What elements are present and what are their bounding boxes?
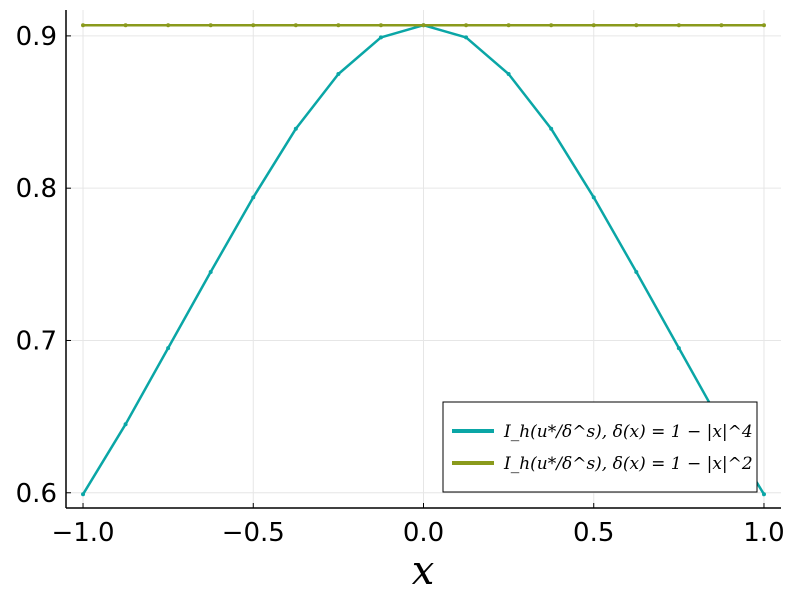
- legend-label-series-2: I_h(u*/δ^s), δ(x) = 1 − |x|^2: [503, 454, 753, 474]
- grid: [66, 10, 781, 508]
- series-2-point: [251, 23, 256, 28]
- series-1-point: [464, 35, 469, 40]
- series-2-point: [123, 23, 128, 28]
- series-1-point: [293, 126, 298, 131]
- series-1-point: [336, 71, 341, 76]
- series-2-point: [464, 23, 469, 28]
- x-tick-label: 0.5: [573, 518, 614, 548]
- series-2-point: [421, 23, 426, 28]
- series-1-point: [676, 346, 681, 351]
- series-2-point: [549, 23, 554, 28]
- series-2-point: [208, 23, 213, 28]
- series-1-point: [506, 71, 511, 76]
- series-2-point: [719, 23, 724, 28]
- series-1-point: [591, 195, 596, 200]
- x-tick-label: 1.0: [743, 518, 784, 548]
- y-tick-label: 0.6: [16, 479, 57, 509]
- series-2-point: [293, 23, 298, 28]
- series-1-point: [166, 346, 171, 351]
- axis-ticks: −1.0 −0.5 0.0 0.5 1.0 0.6 0.7 0.8 0.9: [16, 22, 785, 548]
- series-1-point: [251, 195, 256, 200]
- series-1-point: [761, 492, 766, 497]
- series-1-point: [81, 492, 86, 497]
- series-2-point: [591, 23, 596, 28]
- series-2-point: [506, 23, 511, 28]
- x-tick-label: −0.5: [222, 518, 285, 548]
- y-tick-label: 0.8: [16, 174, 57, 204]
- x-tick-label: 0.0: [403, 518, 444, 548]
- series-1-point: [634, 269, 639, 274]
- series-2-point: [634, 23, 639, 28]
- series-2-point: [336, 23, 341, 28]
- series-1-point: [549, 126, 554, 131]
- series-2-point: [378, 23, 383, 28]
- x-axis-label: x: [412, 548, 435, 594]
- series-1-point: [123, 422, 128, 427]
- series-2-point: [81, 23, 86, 28]
- series-1-point: [378, 35, 383, 40]
- series-1-point: [208, 269, 213, 274]
- legend: I_h(u*/δ^s), δ(x) = 1 − |x|^4 I_h(u*/δ^s…: [442, 401, 758, 493]
- x-tick-label: −1.0: [51, 518, 114, 548]
- series-2-point: [761, 23, 766, 28]
- series-2-point: [166, 23, 171, 28]
- y-tick-label: 0.9: [16, 22, 57, 52]
- series-2-point: [676, 23, 681, 28]
- y-tick-label: 0.7: [16, 326, 57, 356]
- legend-label-series-1: I_h(u*/δ^s), δ(x) = 1 − |x|^4: [503, 422, 753, 442]
- legend-box: [442, 401, 758, 493]
